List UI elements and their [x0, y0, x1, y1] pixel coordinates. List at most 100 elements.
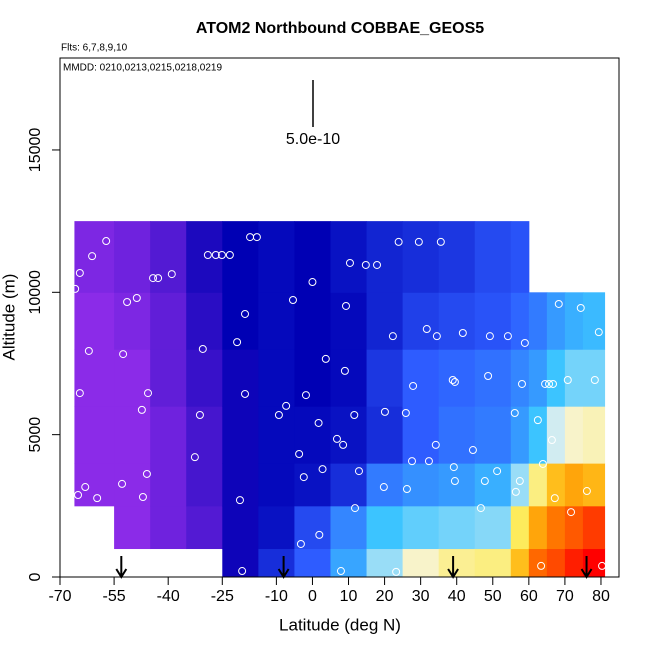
y-tick-label: 5000 — [27, 417, 44, 453]
observation — [315, 530, 324, 539]
observation — [541, 379, 550, 388]
cell — [150, 505, 187, 550]
observation — [493, 467, 502, 476]
observation — [380, 407, 389, 416]
observation — [296, 539, 305, 548]
cell — [438, 292, 476, 350]
x-axis-label: Latitude (deg N) — [279, 615, 401, 634]
cell — [582, 548, 606, 578]
cell — [294, 548, 331, 578]
curtain — [74, 221, 606, 578]
cell — [294, 406, 331, 464]
observation — [167, 270, 176, 279]
observation — [458, 329, 467, 338]
x-tick-label: -10 — [265, 588, 288, 605]
cell — [258, 349, 295, 407]
observation — [238, 567, 247, 576]
cell — [366, 349, 404, 407]
cell — [114, 292, 151, 350]
cell — [330, 349, 368, 407]
plot-frame — [59, 57, 620, 578]
cell — [546, 406, 566, 464]
x-tick-label: 20 — [376, 588, 394, 605]
observation — [476, 504, 485, 513]
cell — [474, 292, 512, 350]
cell — [330, 505, 368, 550]
cell — [258, 505, 295, 550]
flights-note: Flts: 6,7,8,9,10 — [61, 43, 128, 54]
observation — [432, 332, 441, 341]
cell — [114, 505, 151, 550]
cell — [150, 292, 187, 350]
observation — [195, 411, 204, 420]
cell — [402, 292, 440, 350]
observation — [332, 434, 341, 443]
observations — [71, 233, 607, 576]
cell — [222, 221, 259, 293]
observation — [299, 473, 308, 482]
cell — [186, 406, 223, 464]
cell — [114, 463, 151, 507]
observation — [567, 508, 576, 517]
cell — [564, 548, 584, 578]
cell — [222, 349, 259, 407]
axes: -70 -55 -40 -25 -10 0 10 20 30 40 50 60 70 80 0 5000 100… — [27, 128, 610, 606]
observation — [314, 418, 323, 427]
observation — [154, 274, 163, 283]
cell — [528, 292, 548, 350]
cell — [438, 548, 476, 578]
observation — [288, 295, 297, 304]
cell — [564, 406, 584, 464]
cell — [546, 548, 566, 578]
observation — [308, 278, 317, 287]
observation — [373, 260, 382, 269]
cell — [186, 505, 223, 550]
observation — [318, 465, 327, 474]
cell — [402, 463, 440, 507]
cell — [510, 505, 530, 550]
observation — [354, 467, 363, 476]
observation — [282, 401, 291, 410]
observation — [137, 405, 146, 414]
cell — [222, 505, 259, 550]
observation — [480, 477, 489, 486]
observation — [321, 354, 330, 363]
observation — [340, 366, 349, 375]
cell — [150, 463, 187, 507]
cell — [546, 463, 566, 507]
cell — [258, 463, 295, 507]
observation — [533, 416, 542, 425]
observation — [485, 332, 494, 341]
x-tick-label: 50 — [484, 588, 502, 605]
cell — [366, 406, 404, 464]
cell — [150, 406, 187, 464]
observation — [590, 375, 599, 384]
observation — [515, 477, 524, 486]
observation — [102, 237, 111, 246]
cell — [474, 548, 512, 578]
x-tick-label: -55 — [103, 588, 126, 605]
cell — [366, 548, 404, 578]
observation — [345, 258, 354, 267]
observation — [550, 494, 559, 503]
observation — [225, 251, 234, 260]
cell — [258, 406, 295, 464]
cell — [114, 221, 151, 293]
cell — [366, 505, 404, 550]
cell — [366, 221, 404, 293]
cell — [474, 349, 512, 407]
observation — [241, 389, 250, 398]
cell — [438, 349, 476, 407]
observation — [598, 561, 607, 570]
cell — [402, 548, 440, 578]
cell — [582, 349, 606, 407]
cell — [564, 349, 584, 407]
observation — [203, 251, 212, 260]
x-tick-label: 80 — [592, 588, 610, 605]
observation — [448, 375, 457, 384]
cell — [528, 505, 548, 550]
cell — [528, 463, 548, 507]
observation — [424, 457, 433, 466]
observation — [392, 567, 401, 576]
